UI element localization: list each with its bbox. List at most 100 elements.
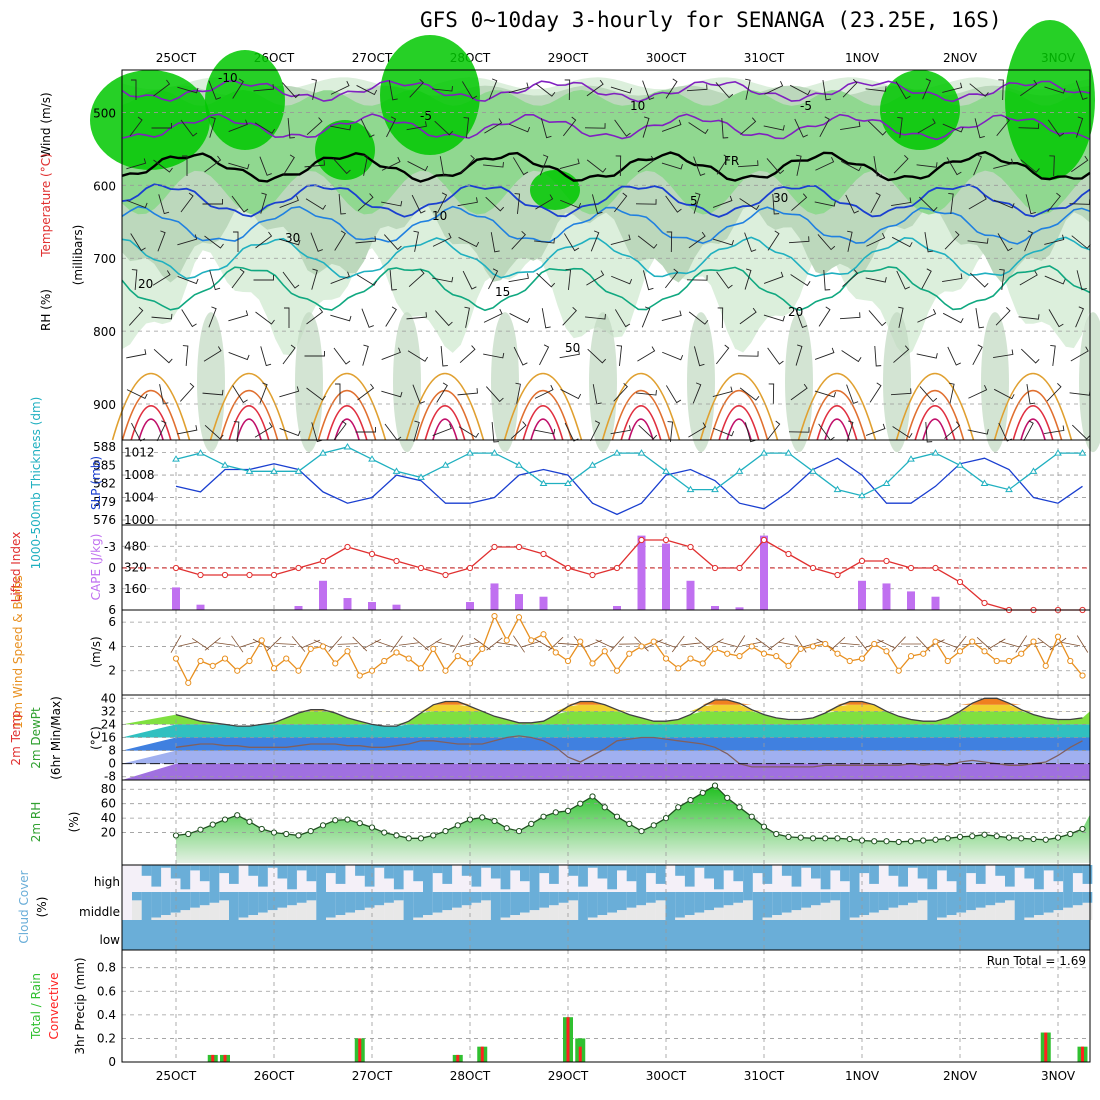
- wind-barb: [490, 232, 500, 253]
- middle-cloud-bar: [626, 892, 637, 908]
- wind-barb: [693, 192, 701, 214]
- date-label-top: 25OCT: [156, 51, 197, 65]
- middle-cloud-bar: [1063, 892, 1073, 908]
- lifted-index-line-marker: [956, 578, 964, 586]
- wind-barb: [510, 421, 527, 440]
- wind-barb: [406, 121, 427, 131]
- wind-barb: [356, 85, 378, 96]
- high-cloud-bar: [364, 865, 375, 887]
- wind-barb: [688, 122, 709, 135]
- middle-cloud-gap: [1024, 917, 1035, 920]
- warm-dome-contour: [620, 405, 662, 441]
- wind-barb: [1070, 346, 1089, 362]
- date-label-bottom: 2NOV: [943, 1069, 978, 1083]
- wind-barb: [508, 273, 529, 283]
- wind-barb: [996, 116, 1010, 137]
- wind-barb: [993, 388, 1015, 400]
- wind-barb: [284, 307, 290, 328]
- wind-barb: [717, 307, 724, 329]
- middle-cloud-gap: [878, 910, 889, 920]
- high-cloud-bar: [917, 865, 928, 879]
- wind-barb: [768, 383, 775, 405]
- dewpt-axis-label: 2m DewPt: [29, 707, 43, 769]
- wind-speed-line-marker: [699, 660, 706, 667]
- middle-cloud-gap: [209, 902, 220, 920]
- thickness-line-marker: [686, 485, 695, 493]
- thickness-line-marker: [809, 467, 817, 474]
- high-cloud-bar: [714, 865, 724, 890]
- rh-line-marker: [993, 833, 1000, 840]
- middle-cloud-bar: [490, 892, 501, 920]
- temperature-color-band: [122, 737, 1090, 751]
- thickness-line-marker: [784, 449, 793, 456]
- surface-wind-barb: [328, 636, 343, 652]
- lifted-index-line-marker: [197, 571, 204, 579]
- high-cloud-bar: [801, 865, 811, 868]
- middle-cloud-gap: [966, 910, 976, 920]
- wind-barb: [361, 308, 374, 328]
- date-label-bottom: 30OCT: [646, 1069, 687, 1083]
- middle-cloud-bar: [132, 892, 142, 901]
- wind-barb: [616, 345, 623, 366]
- middle-cloud-gap: [481, 900, 491, 920]
- wind-barb: [642, 80, 655, 100]
- middle-cloud-bar: [878, 892, 889, 911]
- contour-label: 15: [495, 285, 510, 299]
- contour-label: 10: [432, 209, 447, 223]
- middle-cloud-bar: [539, 892, 550, 908]
- wind-speed-line-marker: [613, 667, 621, 674]
- wind-speed-line-marker: [479, 645, 486, 652]
- cape-bar: [907, 591, 915, 610]
- wind-barb: [360, 118, 375, 138]
- high-cloud-bar: [849, 865, 860, 892]
- date-label-bottom: 29OCT: [548, 1069, 589, 1083]
- warm-dome-contour: [334, 418, 360, 441]
- middle-cloud-gap: [772, 915, 782, 920]
- wind-barb: [177, 425, 198, 435]
- middle-cloud-bar: [694, 892, 705, 913]
- wind-barb: [457, 197, 478, 207]
- warm-dome-contour: [405, 372, 485, 441]
- middle-cloud-bar: [665, 892, 676, 920]
- rh-line-marker: [234, 812, 241, 819]
- wind-speed-line-marker: [932, 638, 939, 645]
- surface-wind-barb: [473, 637, 491, 651]
- precip-tick-label: 0.6: [97, 984, 116, 998]
- middle-cloud-gap: [995, 902, 1005, 920]
- li-tick-label: 3: [108, 582, 116, 596]
- wind-barb: [311, 78, 317, 100]
- rh-tick-label: 20: [101, 826, 116, 840]
- wind-barb: [790, 383, 808, 401]
- warm-dome-contour: [228, 405, 270, 441]
- middle-cloud-gap: [355, 910, 365, 920]
- wind-barb: [919, 386, 938, 403]
- warm-dome-contour: [718, 405, 760, 441]
- rh-line-marker: [344, 816, 351, 823]
- middle-cloud-bar: [587, 892, 598, 918]
- wind-barb: [338, 193, 346, 215]
- precip-convective-bar: [1044, 1032, 1048, 1062]
- wind-barb: [944, 231, 960, 250]
- high-cloud-bar: [752, 865, 763, 874]
- wind-barb: [564, 79, 571, 101]
- wind-speed-line-marker: [650, 638, 657, 645]
- wind-barb: [745, 78, 751, 100]
- middle-cloud-gap: [762, 917, 773, 920]
- rh-line-marker: [920, 837, 927, 844]
- rh-line-marker: [1030, 835, 1037, 843]
- rh-shade-column: [687, 312, 715, 453]
- lifted-index-line-marker: [711, 564, 719, 572]
- high-cloud-bar: [1072, 865, 1083, 874]
- middle-cloud-gap: [781, 912, 792, 920]
- surface-wind-barb: [170, 635, 182, 653]
- middle-cloud-bar: [830, 892, 841, 901]
- surface-wind-barb: [953, 635, 967, 653]
- wind-barb: [873, 156, 883, 177]
- wind-barb: [253, 84, 274, 92]
- rh-line-marker: [785, 833, 792, 840]
- wind-barb: [559, 349, 580, 359]
- wind-barb: [126, 349, 147, 359]
- lifted-index-line-marker: [564, 564, 572, 572]
- wind-barb: [1025, 194, 1036, 215]
- wind-barb: [381, 390, 403, 398]
